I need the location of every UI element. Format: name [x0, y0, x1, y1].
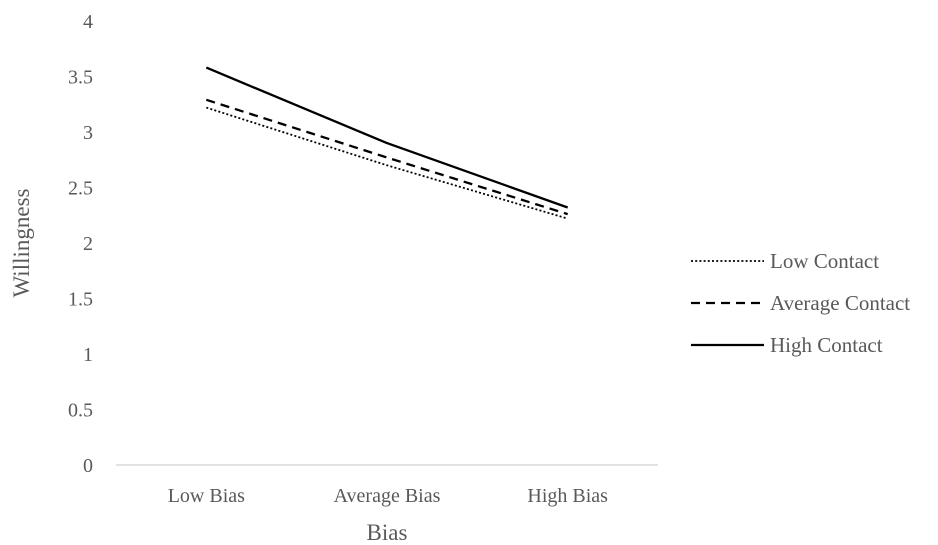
- y-tick-label: 3: [83, 122, 93, 144]
- y-tick-label: 1.5: [68, 289, 93, 311]
- legend-label-average-contact: Average Contact: [770, 291, 910, 315]
- y-tick-label: 0: [83, 455, 93, 477]
- y-tick-label: 0.5: [68, 400, 93, 422]
- series-line-high-contact: [205, 66, 569, 209]
- x-tick-label: Average Bias: [334, 485, 441, 507]
- series-line-average-contact: [205, 98, 569, 216]
- series-lines: [205, 66, 569, 220]
- x-axis-title: Bias: [367, 520, 408, 545]
- series-line-low-contact: [206, 106, 568, 220]
- y-tick-label: 1: [83, 344, 93, 366]
- legend: Low Contact Average Contact High Contact: [691, 249, 910, 357]
- x-axis-tick-labels: Low Bias Average Bias High Bias: [168, 485, 608, 507]
- y-tick-label: 4: [83, 11, 93, 33]
- legend-label-low-contact: Low Contact: [770, 249, 879, 273]
- y-tick-label: 2.5: [68, 178, 93, 200]
- x-tick-label: High Bias: [527, 485, 608, 507]
- y-axis-tick-labels: 0 0.5 1 1.5 2 2.5 3 3.5 4: [68, 11, 93, 477]
- legend-label-high-contact: High Contact: [770, 333, 883, 357]
- x-tick-label: Low Bias: [168, 485, 245, 507]
- y-tick-label: 2: [83, 233, 93, 255]
- y-axis-title: Willingness: [9, 188, 34, 297]
- y-tick-label: 3.5: [68, 67, 93, 89]
